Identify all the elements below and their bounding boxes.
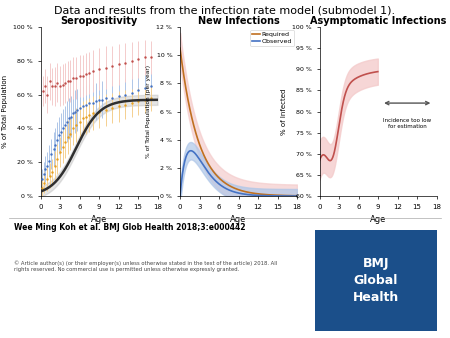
X-axis label: Age: Age xyxy=(91,215,107,224)
Y-axis label: % of Total Population: % of Total Population xyxy=(2,75,8,148)
Observed xyxy=(294,194,300,198)
Y-axis label: % of Infected: % of Infected xyxy=(281,88,287,135)
Y-axis label: % of Total Population (per year): % of Total Population (per year) xyxy=(146,65,151,158)
X-axis label: Age: Age xyxy=(230,215,247,224)
Required xyxy=(249,191,254,195)
Required xyxy=(247,191,252,195)
Observed xyxy=(248,193,253,197)
Required xyxy=(284,194,289,198)
Text: Incidence too low
for estimation: Incidence too low for estimation xyxy=(383,118,431,129)
Text: © Article author(s) (or their employer(s) unless otherwise stated in the text of: © Article author(s) (or their employer(s… xyxy=(14,260,277,272)
Title: Seropositivity: Seropositivity xyxy=(60,16,138,26)
Required xyxy=(178,49,183,53)
Text: Wee Ming Koh et al. BMJ Glob Health 2018;3:e000442: Wee Ming Koh et al. BMJ Glob Health 2018… xyxy=(14,223,245,232)
Required xyxy=(247,190,252,194)
Observed xyxy=(247,193,252,197)
Title: Asymptomatic Infections: Asymptomatic Infections xyxy=(310,16,446,26)
Observed xyxy=(276,194,282,198)
Text: BMJ
Global
Health: BMJ Global Health xyxy=(353,257,399,304)
Required xyxy=(294,194,300,198)
Line: Required: Required xyxy=(180,48,297,196)
Title: New Infections: New Infections xyxy=(198,16,279,26)
Observed xyxy=(188,149,194,153)
Required xyxy=(177,46,183,50)
Text: Data and results from the infection rate model (submodel 1).: Data and results from the infection rate… xyxy=(54,5,396,15)
X-axis label: Age: Age xyxy=(370,215,386,224)
Required xyxy=(276,193,281,197)
Observed xyxy=(249,193,255,197)
Observed xyxy=(284,194,289,198)
Observed xyxy=(177,194,183,198)
Observed xyxy=(178,190,183,194)
Line: Observed: Observed xyxy=(180,151,297,196)
Legend: Required, Observed: Required, Observed xyxy=(250,30,294,46)
